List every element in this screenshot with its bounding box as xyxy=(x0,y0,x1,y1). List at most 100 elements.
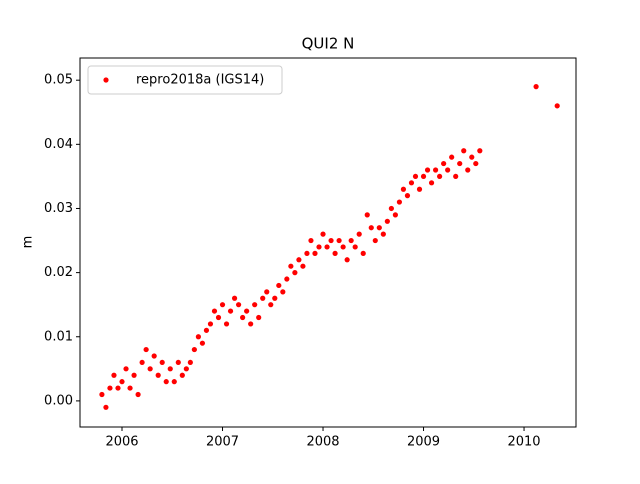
x-tick-label: 2008 xyxy=(306,435,339,450)
data-point xyxy=(183,366,189,372)
data-point xyxy=(264,289,270,295)
data-point xyxy=(340,244,346,250)
data-point xyxy=(199,340,206,346)
data-point xyxy=(284,276,290,282)
data-point xyxy=(348,237,354,244)
data-point xyxy=(240,314,246,321)
data-point xyxy=(231,295,238,301)
data-point xyxy=(115,385,121,391)
y-tick-label: 0.05 xyxy=(44,73,73,88)
data-point xyxy=(368,225,374,231)
y-tick-label: 0.01 xyxy=(44,329,73,344)
y-axis-label: m xyxy=(21,236,36,249)
data-point xyxy=(268,302,274,308)
data-point xyxy=(420,173,427,180)
data-point xyxy=(219,302,226,308)
data-point xyxy=(324,244,330,250)
data-point xyxy=(167,366,173,372)
data-point xyxy=(360,250,366,256)
data-point xyxy=(428,180,435,186)
data-point xyxy=(276,282,282,289)
y-tick-label: 0.00 xyxy=(44,393,73,408)
chart-title: QUI2 N xyxy=(302,35,355,53)
y-tick-label: 0.04 xyxy=(44,137,73,152)
data-point xyxy=(296,257,302,263)
y-tick-label: 0.03 xyxy=(44,201,73,216)
data-point xyxy=(280,289,286,295)
x-tick-label: 2009 xyxy=(407,435,440,450)
data-point xyxy=(135,391,141,398)
legend-marker xyxy=(103,77,109,83)
data-point xyxy=(453,173,459,180)
legend-box xyxy=(87,65,283,95)
data-point xyxy=(477,148,483,154)
data-point xyxy=(364,212,370,218)
data-point xyxy=(207,321,214,327)
data-point xyxy=(461,148,467,154)
data-point xyxy=(404,193,411,199)
data-point xyxy=(449,154,455,160)
data-point xyxy=(227,308,234,314)
data-point xyxy=(412,173,419,180)
data-point xyxy=(388,205,394,212)
data-point xyxy=(123,366,129,372)
data-point xyxy=(416,186,423,192)
legend-label: repro2018a (IGS14) xyxy=(136,73,264,88)
data-point xyxy=(103,404,109,410)
data-point xyxy=(445,167,451,173)
data-point xyxy=(235,302,242,308)
data-point xyxy=(203,327,210,333)
data-point xyxy=(380,231,386,237)
data-point xyxy=(260,295,266,301)
data-point xyxy=(119,379,125,385)
data-point xyxy=(554,103,560,109)
data-point xyxy=(256,314,262,321)
data-point xyxy=(175,359,181,366)
data-point xyxy=(139,359,145,366)
data-point xyxy=(332,250,338,256)
data-point xyxy=(163,379,169,385)
data-point xyxy=(384,218,390,224)
data-point xyxy=(147,366,153,372)
data-point xyxy=(159,359,165,366)
data-point xyxy=(376,225,382,231)
data-point xyxy=(408,180,415,186)
data-point xyxy=(320,231,326,237)
data-point xyxy=(300,263,306,269)
data-point xyxy=(288,263,294,269)
data-point xyxy=(437,173,443,180)
data-point xyxy=(328,237,334,244)
data-point xyxy=(151,353,157,359)
data-point xyxy=(392,212,398,218)
data-point xyxy=(252,302,258,308)
data-point xyxy=(187,359,193,366)
data-point xyxy=(316,244,322,250)
data-point xyxy=(244,308,250,314)
data-point xyxy=(424,167,431,173)
data-point xyxy=(211,308,218,314)
data-point xyxy=(195,334,201,340)
x-tick-label: 2006 xyxy=(105,435,138,450)
y-tick-label: 0.02 xyxy=(44,265,73,280)
data-point xyxy=(372,237,378,244)
data-point xyxy=(465,167,471,173)
data-point xyxy=(308,237,314,244)
data-point xyxy=(469,154,475,160)
data-point xyxy=(400,186,407,192)
data-point xyxy=(473,160,479,167)
data-point xyxy=(356,231,362,237)
data-point xyxy=(111,372,117,378)
data-point xyxy=(191,346,197,353)
data-point xyxy=(179,372,185,378)
data-point xyxy=(107,385,113,391)
data-point xyxy=(131,372,137,378)
plot-frame xyxy=(79,57,577,428)
x-tick-label: 2010 xyxy=(507,435,540,450)
data-point xyxy=(171,379,177,385)
data-point xyxy=(533,84,539,90)
data-point xyxy=(127,385,133,391)
data-point xyxy=(312,250,318,256)
data-point xyxy=(457,160,463,167)
x-tick-label: 2007 xyxy=(206,435,239,450)
data-point xyxy=(432,167,439,173)
